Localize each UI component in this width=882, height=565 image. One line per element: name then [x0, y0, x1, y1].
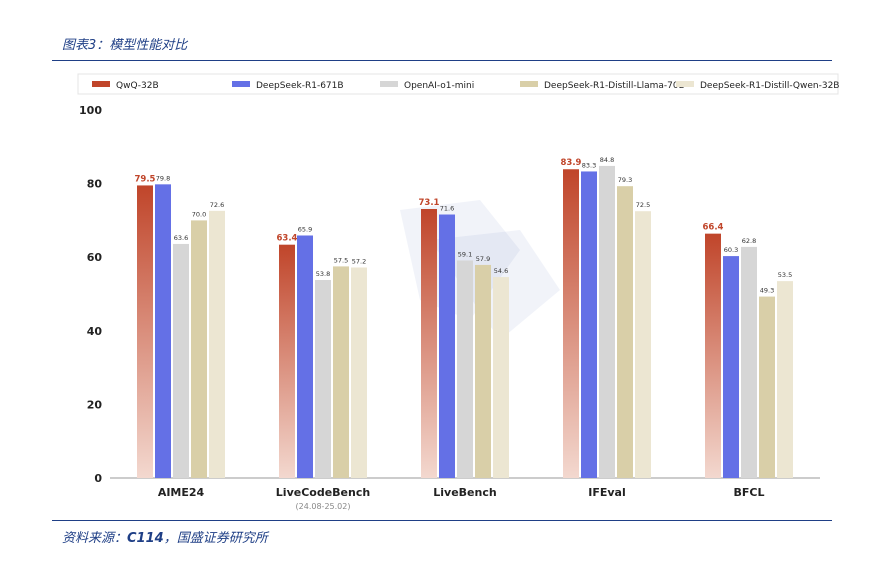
bar — [439, 214, 455, 478]
legend-swatch — [676, 81, 694, 87]
bar-value-label: 53.8 — [316, 270, 330, 278]
bar — [759, 296, 775, 478]
bar — [723, 256, 739, 478]
bar — [563, 169, 579, 479]
bar — [777, 281, 793, 478]
bar-value-label: 84.8 — [600, 156, 614, 164]
bar-value-label: 57.5 — [334, 256, 348, 264]
bar — [315, 280, 331, 478]
top-rule — [52, 60, 832, 61]
x-tick-label: IFEval — [588, 486, 626, 499]
bar — [635, 211, 651, 478]
y-tick-label: 0 — [94, 472, 102, 485]
legend-frame — [77, 73, 839, 95]
bar-value-label: 53.5 — [778, 271, 792, 279]
bar — [581, 171, 597, 478]
bar-value-label: 57.2 — [352, 258, 366, 266]
source-prefix: 资料来源： — [62, 531, 128, 546]
y-tick-label: 60 — [87, 251, 103, 264]
bar-value-label: 54.6 — [494, 267, 508, 275]
bar-value-label: 66.4 — [703, 223, 724, 233]
x-axis: AIME24 LiveCodeBench (24.08-25.02) LiveBenc… — [158, 486, 765, 511]
legend-label: DeepSeek-R1-Distill-Llama-70B — [544, 81, 685, 91]
legend-label: QwQ-32B — [116, 81, 159, 91]
bar-value-label: 62.8 — [742, 237, 756, 245]
bar — [155, 184, 171, 478]
bar-value-label: 70.0 — [192, 210, 206, 218]
source-suffix: ，国盛证券研究所 — [163, 531, 268, 546]
bottom-rule — [52, 520, 832, 521]
source-note: 资料来源：C114，国盛证券研究所 — [62, 527, 268, 546]
y-tick-label: 100 — [79, 104, 102, 117]
bar-value-label: 79.5 — [135, 174, 156, 184]
y-tick-label: 20 — [87, 398, 103, 411]
bar-value-label: 71.6 — [440, 205, 454, 213]
x-tick-label: LiveCodeBench — [276, 486, 370, 499]
bar-value-label: 63.6 — [174, 234, 188, 242]
bar-value-label: 65.9 — [298, 225, 312, 233]
bar — [457, 260, 473, 478]
bar — [191, 220, 207, 478]
bar — [617, 186, 633, 478]
bar-value-label: 57.9 — [476, 255, 490, 263]
bar-value-label: 72.6 — [210, 201, 224, 209]
plot-area: 79.5 79.8 63.6 70.0 72.6 63.465.9 53.8 57.5 57.2… — [135, 156, 793, 479]
bar — [333, 266, 349, 478]
bar — [599, 165, 615, 478]
bar — [137, 185, 153, 478]
bar-value-label: 73.1 — [419, 198, 440, 208]
legend-swatch — [520, 81, 538, 87]
legend-label: DeepSeek-R1-Distill-Qwen-32B — [700, 81, 839, 91]
legend-swatch — [92, 81, 110, 87]
legend-swatch — [380, 81, 398, 87]
bar-value-label: 79.3 — [618, 176, 632, 184]
bar — [493, 277, 509, 478]
x-tick-label: BFCL — [734, 486, 765, 499]
x-tick-label: LiveBench — [433, 486, 496, 499]
y-tick-label: 40 — [87, 325, 103, 338]
bar — [297, 235, 313, 478]
bar-chart: QwQ-32B DeepSeek-R1-671B OpenAI-o1-mini Dee… — [77, 73, 839, 511]
x-tick-label: AIME24 — [158, 486, 205, 499]
source-bold: C114 — [127, 531, 164, 546]
bar — [173, 243, 189, 478]
bar — [741, 246, 757, 478]
bar — [209, 210, 225, 478]
bar-value-label: 49.3 — [760, 287, 774, 295]
bar-value-label: 83.3 — [582, 161, 596, 169]
bar — [421, 208, 437, 478]
bar-value-label: 63.4 — [277, 234, 298, 244]
x-tick-sublabel: (24.08-25.02) — [296, 502, 351, 511]
bar — [705, 233, 721, 478]
figure-title: 图表3：模型性能对比 — [62, 38, 188, 53]
bar-value-label: 60.3 — [724, 246, 738, 254]
legend-label: DeepSeek-R1-671B — [256, 81, 344, 91]
bar-value-label: 72.5 — [636, 201, 650, 209]
bar — [475, 264, 491, 478]
bar — [351, 267, 367, 478]
legend: QwQ-32B DeepSeek-R1-671B OpenAI-o1-mini Dee… — [77, 73, 839, 95]
y-tick-label: 80 — [87, 178, 103, 191]
y-axis: 0 20 40 60 80 100 — [79, 104, 820, 485]
legend-label: OpenAI-o1-mini — [404, 81, 474, 91]
bar-value-label: 79.8 — [156, 174, 170, 182]
bar-value-label: 83.9 — [561, 158, 582, 168]
legend-swatch — [232, 81, 250, 87]
bar — [279, 244, 295, 478]
bar-value-label: 59.1 — [458, 251, 472, 259]
